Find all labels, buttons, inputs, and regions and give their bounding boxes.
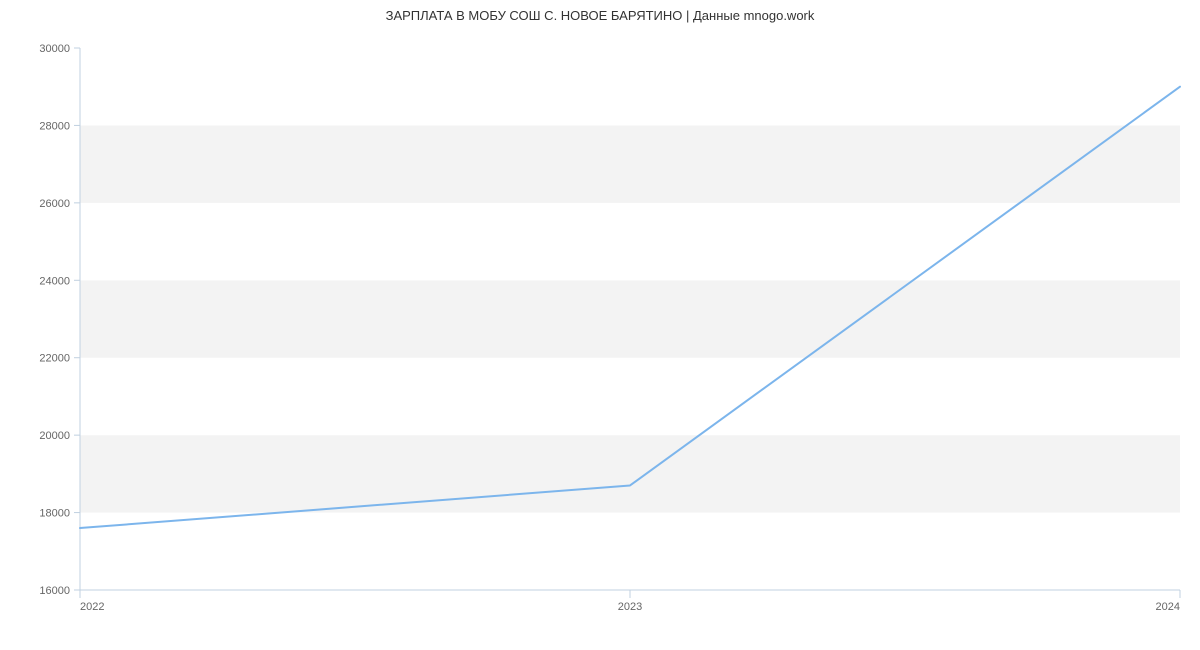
plot-band [80,48,1180,125]
y-tick-label: 24000 [39,275,70,287]
plot-band [80,280,1180,357]
x-tick-label: 2023 [618,601,642,613]
x-tick-label: 2022 [80,601,104,613]
y-tick-label: 22000 [39,353,70,365]
plot-band [80,125,1180,202]
y-tick-label: 26000 [39,198,70,210]
plot-band [80,513,1180,590]
plot-band [80,203,1180,280]
y-tick-label: 20000 [39,430,70,442]
plot-band [80,358,1180,435]
y-tick-label: 16000 [39,585,70,597]
salary-line-chart: ЗАРПЛАТА В МОБУ СОШ С. НОВОЕ БАРЯТИНО | … [0,0,1200,650]
y-tick-label: 30000 [39,43,70,55]
y-tick-label: 18000 [39,508,70,520]
chart-title: ЗАРПЛАТА В МОБУ СОШ С. НОВОЕ БАРЯТИНО | … [0,8,1200,23]
y-tick-label: 28000 [39,120,70,132]
chart-svg: 16000 18000 20000 22000 24000 26000 28000 30000… [0,0,1200,650]
x-tick-label: 2024 [1156,601,1180,613]
plot-band [80,435,1180,512]
